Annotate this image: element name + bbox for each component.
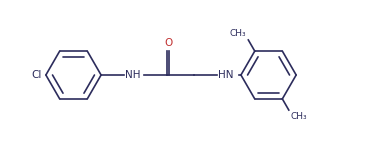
Text: CH₃: CH₃	[291, 112, 307, 121]
Text: HN: HN	[218, 70, 233, 80]
Text: CH₃: CH₃	[230, 29, 247, 38]
Text: NH: NH	[125, 70, 141, 80]
Text: O: O	[164, 38, 173, 48]
Text: Cl: Cl	[32, 70, 42, 80]
